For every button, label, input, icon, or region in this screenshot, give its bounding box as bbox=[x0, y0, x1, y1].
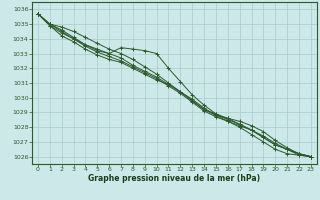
X-axis label: Graphe pression niveau de la mer (hPa): Graphe pression niveau de la mer (hPa) bbox=[88, 174, 260, 183]
